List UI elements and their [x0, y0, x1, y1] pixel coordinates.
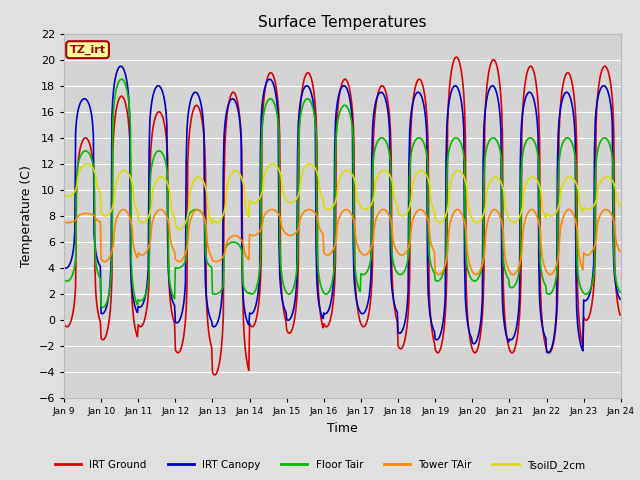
Tower TAir [70, 218, 78, 224]
TsoilD_2cm [83, 161, 91, 167]
Tower TAir [127, 220, 135, 226]
Tower TAir [427, 239, 435, 244]
IRT Ground [452, 54, 460, 60]
IRT Canopy [410, 95, 418, 100]
Floor Tair [616, 289, 624, 295]
Y-axis label: Temperature (C): Temperature (C) [20, 165, 33, 267]
TsoilD_2cm [186, 195, 193, 201]
Line: IRT Ground: IRT Ground [64, 57, 620, 375]
Tower TAir [435, 272, 443, 277]
TsoilD_2cm [215, 219, 223, 225]
Floor Tair [412, 138, 419, 144]
Tower TAir [410, 213, 418, 219]
IRT Ground [70, 303, 78, 309]
IRT Canopy [60, 264, 68, 270]
Line: Floor Tair: Floor Tair [64, 79, 620, 307]
TsoilD_2cm [60, 191, 68, 197]
IRT Ground [427, 314, 435, 320]
TsoilD_2cm [412, 174, 419, 180]
IRT Canopy [616, 296, 624, 302]
TsoilD_2cm [70, 190, 78, 195]
IRT Canopy [70, 241, 78, 247]
IRT Ground [211, 372, 219, 378]
Floor Tair [129, 282, 137, 288]
TsoilD_2cm [616, 204, 624, 209]
Tower TAir [60, 219, 68, 225]
Floor Tair [186, 212, 193, 217]
IRT Canopy [128, 286, 136, 292]
Floor Tair [215, 290, 223, 296]
Tower TAir [184, 241, 191, 247]
X-axis label: Time: Time [327, 422, 358, 435]
IRT Ground [127, 279, 135, 285]
Line: IRT Canopy: IRT Canopy [64, 66, 620, 353]
IRT Ground [616, 312, 624, 318]
Line: Tower TAir: Tower TAir [64, 209, 620, 275]
IRT Canopy [544, 350, 552, 356]
IRT Canopy [214, 319, 221, 324]
Tower TAir [213, 259, 221, 264]
IRT Ground [184, 159, 191, 165]
IRT Ground [410, 89, 418, 95]
Title: Surface Temperatures: Surface Temperatures [258, 15, 427, 30]
TsoilD_2cm [176, 226, 184, 232]
Line: TsoilD_2cm: TsoilD_2cm [64, 164, 620, 229]
Floor Tair [117, 76, 125, 82]
Tower TAir [268, 206, 276, 212]
IRT Canopy [116, 63, 124, 69]
TsoilD_2cm [128, 180, 136, 185]
Floor Tair [60, 276, 68, 282]
Floor Tair [428, 263, 435, 269]
Legend: IRT Ground, IRT Canopy, Floor Tair, Tower TAir, TsoilD_2cm: IRT Ground, IRT Canopy, Floor Tair, Towe… [51, 456, 589, 475]
IRT Ground [214, 367, 221, 372]
Floor Tair [99, 304, 106, 310]
TsoilD_2cm [428, 200, 435, 205]
Floor Tair [70, 266, 78, 272]
IRT Ground [60, 321, 68, 326]
Text: TZ_irt: TZ_irt [70, 45, 106, 55]
IRT Canopy [185, 109, 193, 115]
IRT Canopy [427, 315, 435, 321]
Tower TAir [616, 249, 624, 254]
